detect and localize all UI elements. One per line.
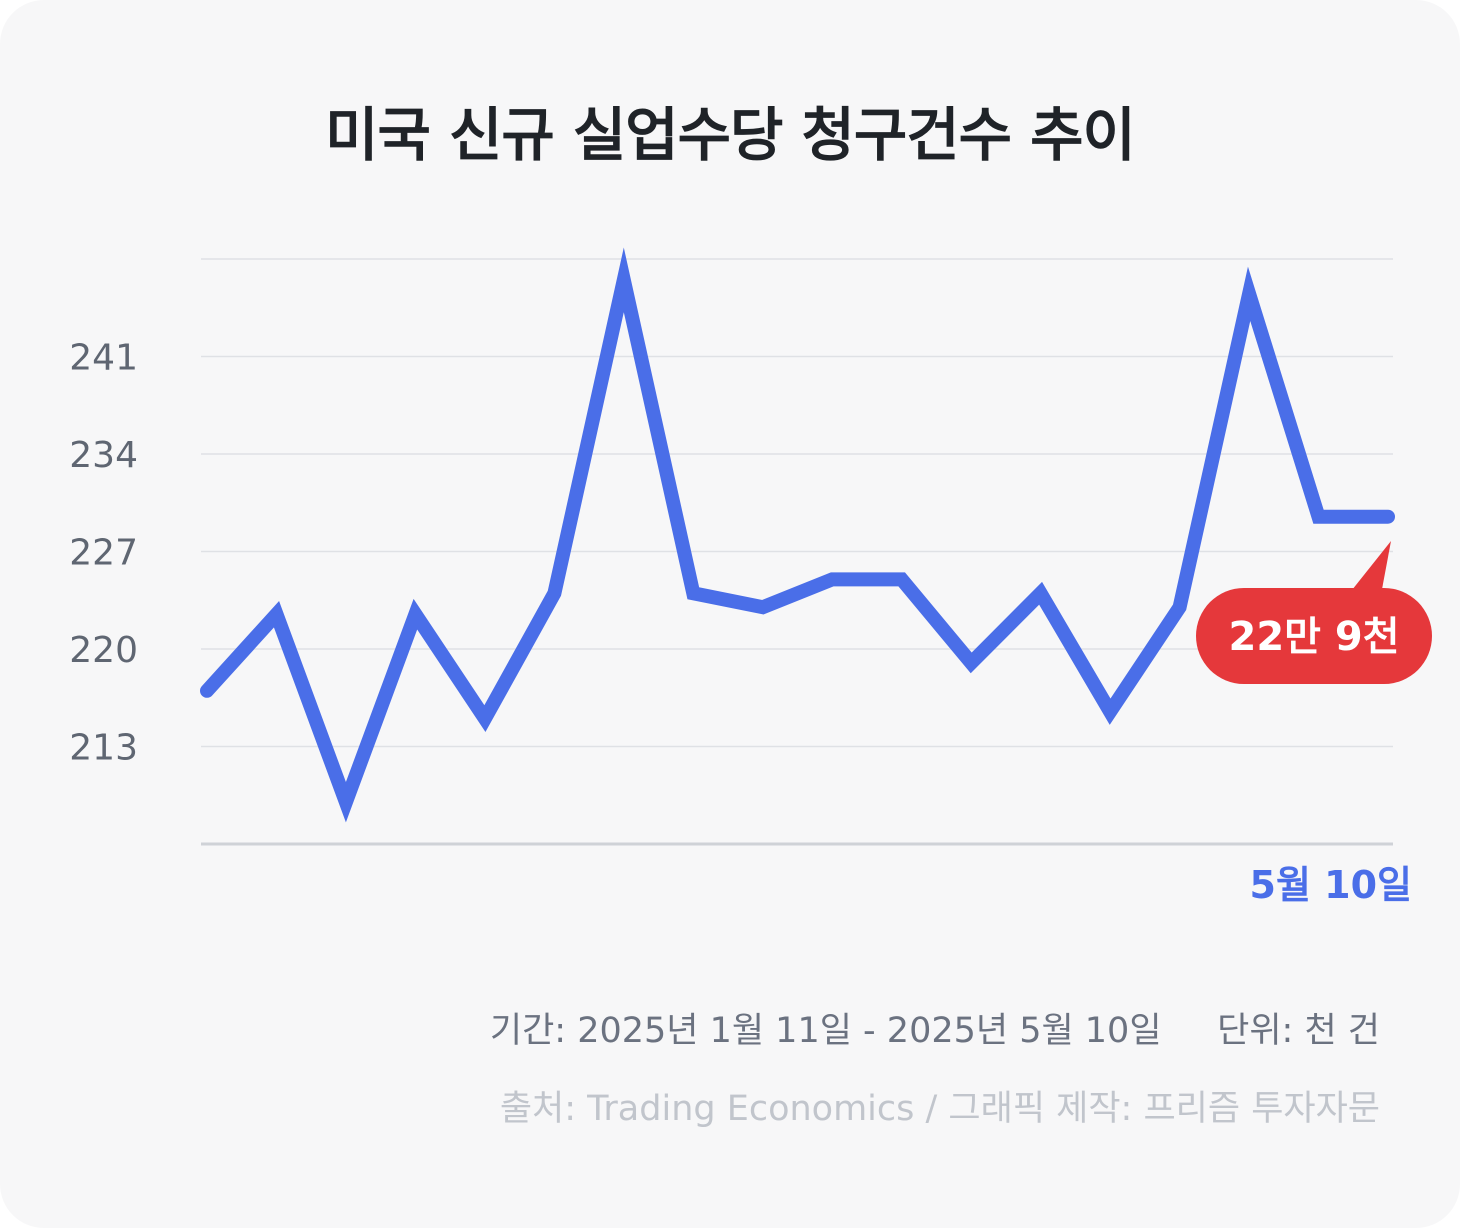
y-tick-label: 213 xyxy=(69,728,138,769)
chart-title: 미국 신규 실업수당 청구건수 추이 xyxy=(325,101,1136,169)
y-tick-label: 220 xyxy=(69,630,138,671)
y-tick-label: 234 xyxy=(69,435,138,476)
y-tick-label: 241 xyxy=(69,338,138,379)
series-line xyxy=(200,247,1395,823)
period-unit-note: 기간: 2025년 1월 11일 - 2025년 5월 10일 단위: 천 건 xyxy=(489,1011,1380,1051)
callout-pointer xyxy=(1352,541,1391,600)
x-end-label: 5월 10일 xyxy=(1250,863,1412,907)
callout-label: 22만 9천 xyxy=(1228,614,1399,660)
callout-bubble xyxy=(1196,588,1432,684)
series-layer xyxy=(200,247,1395,823)
grid-lines xyxy=(201,258,1393,846)
annotation-layer: 5월 10일 22만 9천 xyxy=(1196,541,1432,907)
y-axis-ticks: 213 220 227 234 241 xyxy=(69,338,138,769)
y-tick-label: 227 xyxy=(69,533,138,574)
source-credit: 출처: Trading Economics / 그래픽 제작: 프리즘 투자자문 xyxy=(499,1089,1380,1129)
